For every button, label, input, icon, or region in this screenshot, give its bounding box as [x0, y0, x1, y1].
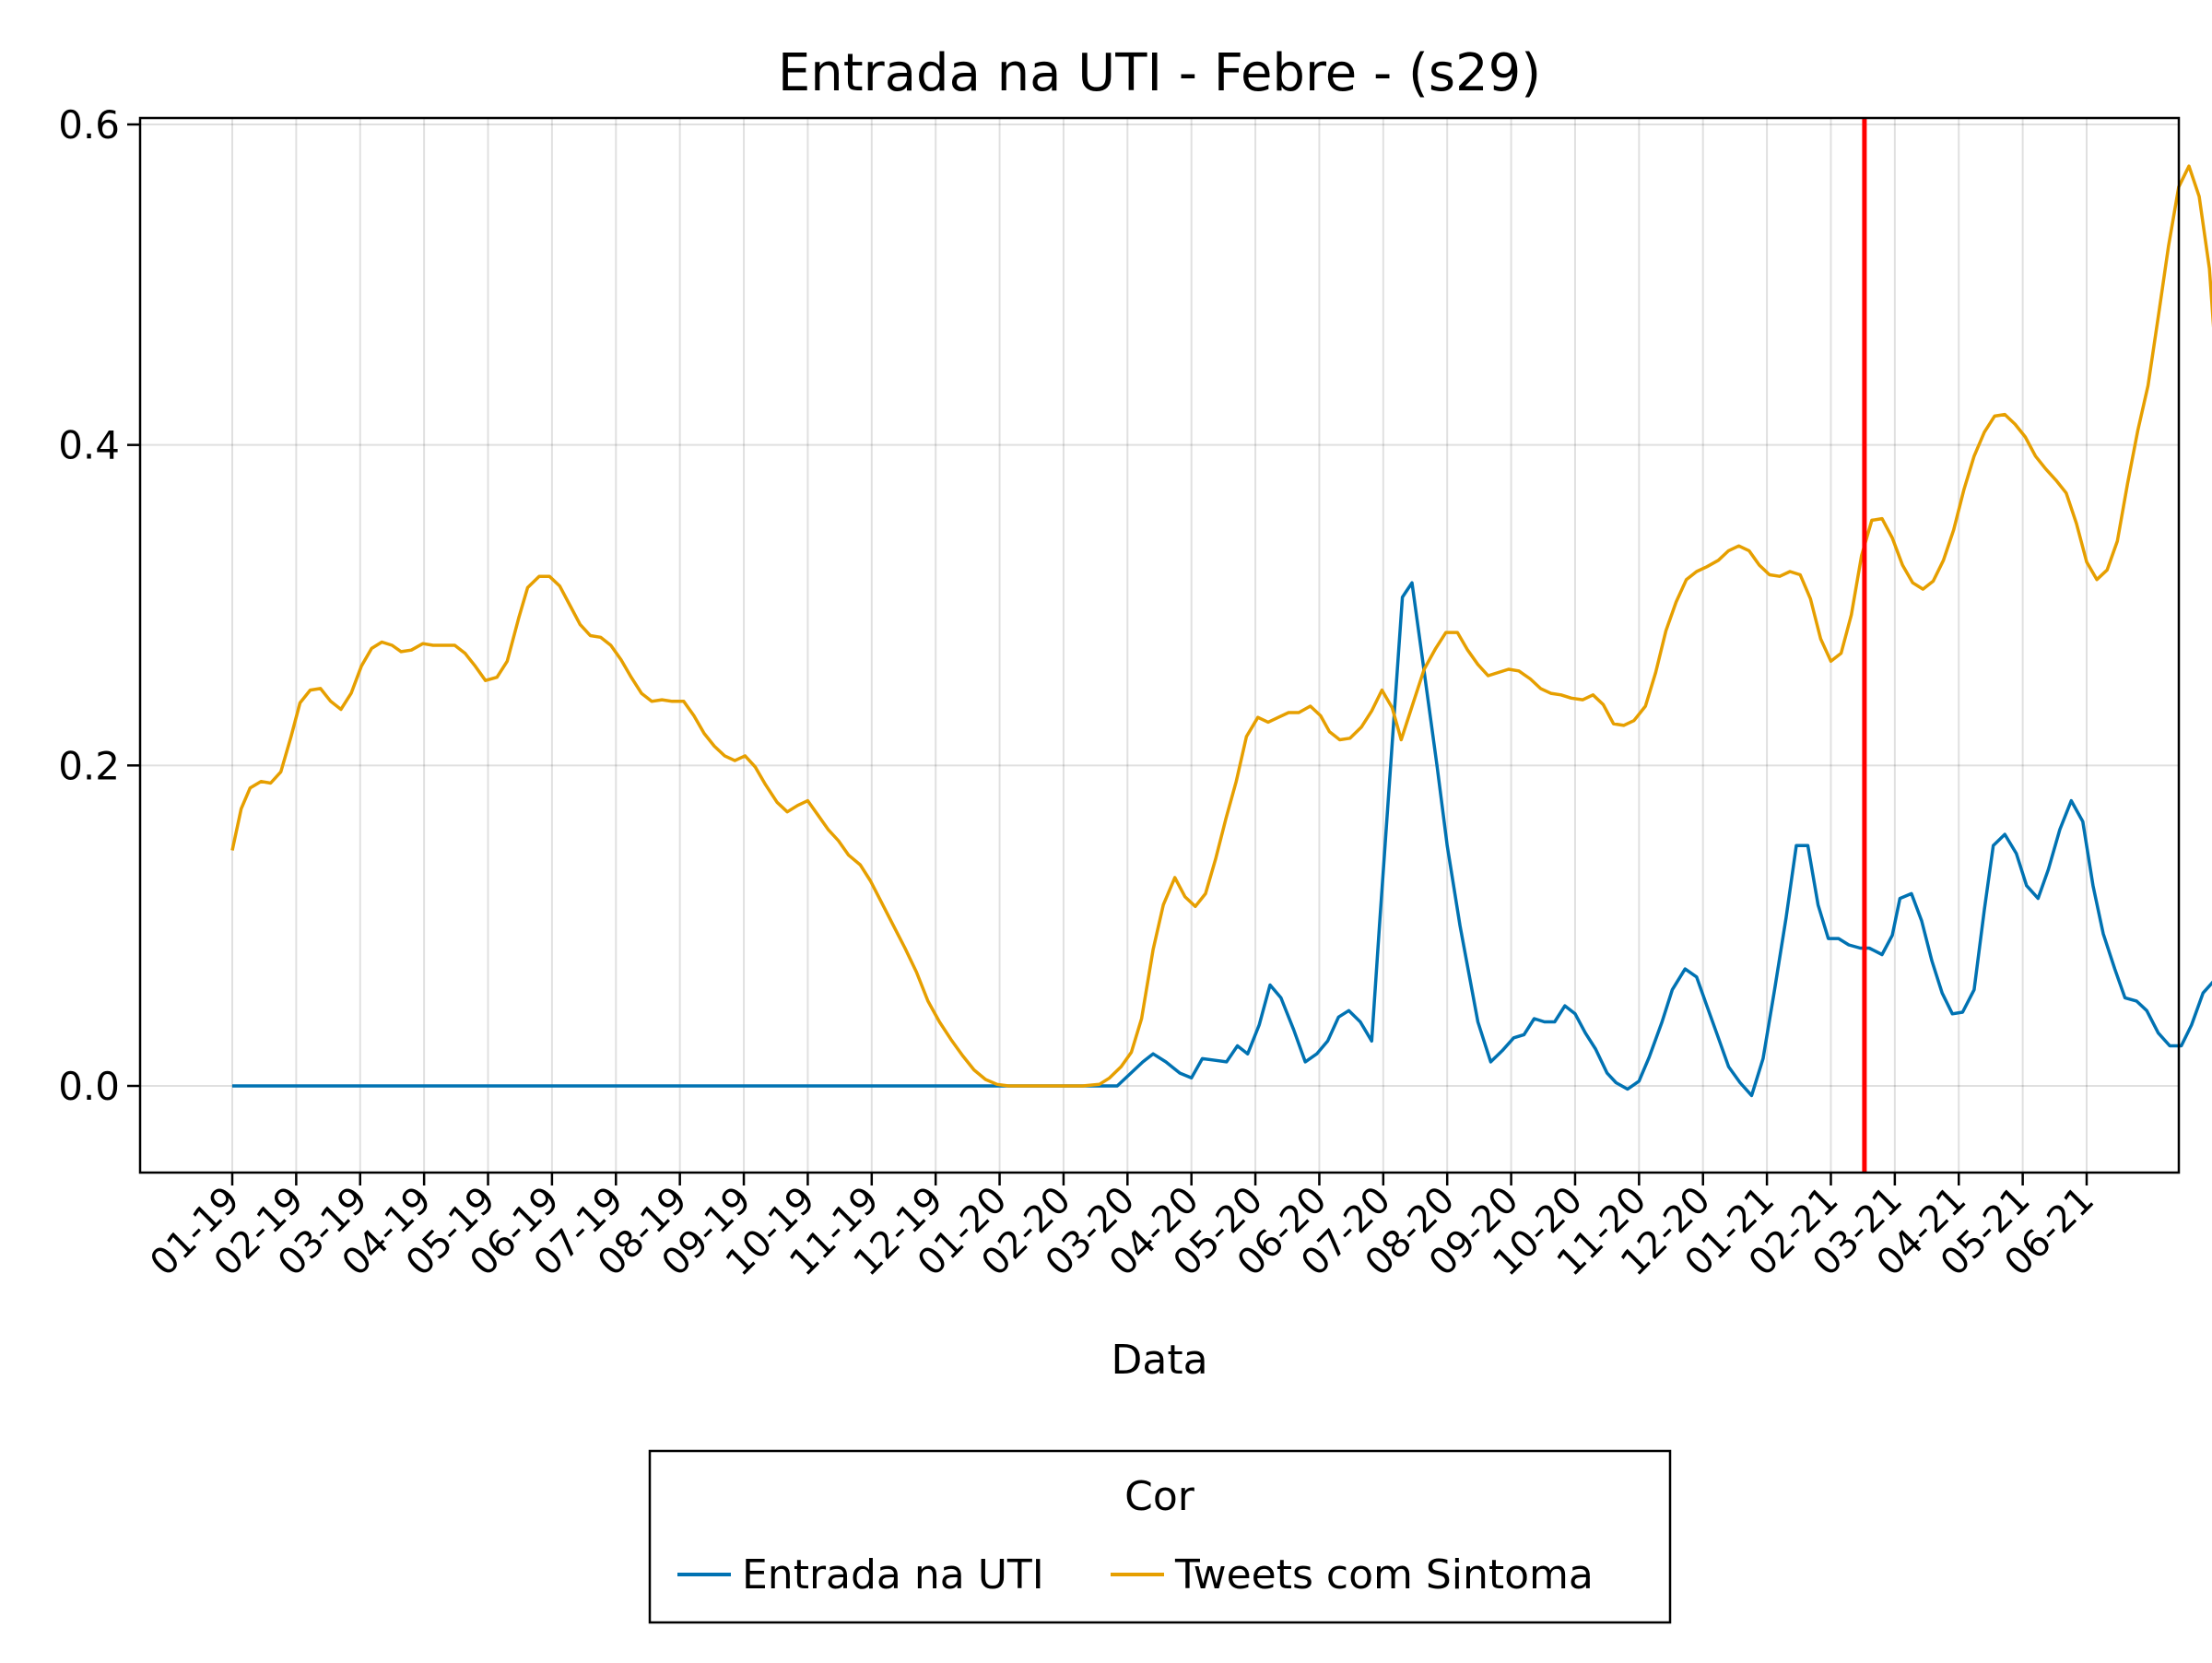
y-tick-label: 0.6	[58, 102, 120, 147]
y-tick-label: 0.2	[58, 743, 120, 788]
series-line-tweets-sintoma	[230, 164, 2212, 1088]
y-axis: 0.0 0.2 0.4 0.6	[58, 102, 140, 1109]
y-tick-label: 0.0	[58, 1064, 120, 1109]
legend-box	[648, 1449, 1672, 1624]
legend-label-tweets-sintoma: Tweets com Sintoma	[1174, 1551, 1594, 1598]
x-axis-label: Data	[1111, 1337, 1207, 1384]
legend-label-entrada-uti: Entrada na UTI	[742, 1551, 1044, 1598]
series-layer	[230, 164, 2212, 1098]
legend: Cor Entrada na UTI Tweets com Sintoma	[648, 1449, 1672, 1624]
series-line-entrada-uti	[232, 581, 2212, 1098]
y-tick-label: 0.4	[58, 423, 120, 468]
chart-title: Entrada na UTI - Febre - (s29)	[778, 43, 1541, 103]
legend-title: Cor	[1124, 1473, 1195, 1520]
plot-frame	[138, 116, 2181, 1174]
